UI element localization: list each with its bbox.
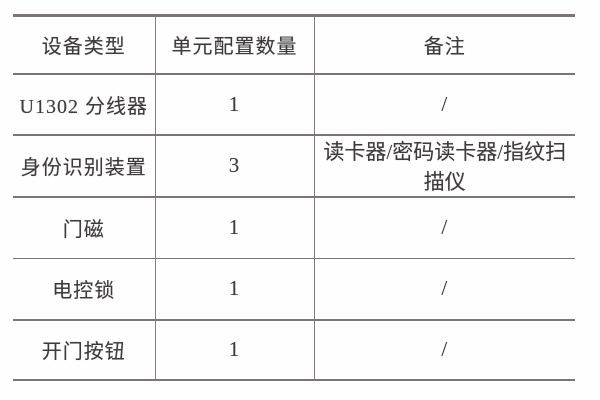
column-header-unit-quantity: 单元配置数量 xyxy=(154,15,314,74)
device-type-cell: 身份识别装置 xyxy=(20,157,147,179)
remark-cell: / xyxy=(313,258,575,320)
quantity-cell: 1 xyxy=(154,319,314,380)
table-row: 门磁 1 / xyxy=(13,196,575,259)
device-config-table: 设备类型 单元配置数量 备注 U1302 分线器 1 / 身份识别装置 3 读卡… xyxy=(13,14,575,381)
device-type-cell: 电控锁 xyxy=(52,280,116,303)
device-type-cell: 门磁 xyxy=(62,219,105,242)
table-row: 电控锁 1 / xyxy=(13,258,575,320)
remark-cell: / xyxy=(313,319,575,380)
quantity-cell: 1 xyxy=(154,258,314,320)
table-row: 身份识别装置 3 读卡器/密码读卡器/指纹扫描仪 xyxy=(13,134,575,197)
remark-cell: 读卡器/密码读卡器/指纹扫描仪 xyxy=(313,134,575,197)
table-row: 开门按钮 1 / xyxy=(13,319,575,380)
device-type-cell: U1302 分线器 xyxy=(19,95,148,118)
device-type-cell: 开门按钮 xyxy=(41,341,126,363)
table-header-row: 设备类型 单元配置数量 备注 xyxy=(13,15,575,74)
quantity-cell: 1 xyxy=(154,73,314,135)
column-header-remark: 备注 xyxy=(313,15,575,74)
remark-cell: / xyxy=(313,196,575,259)
quantity-cell: 3 xyxy=(154,134,314,197)
column-header-device-type: 设备类型 xyxy=(41,36,126,59)
table-row: U1302 分线器 1 / xyxy=(13,73,575,135)
remark-cell: / xyxy=(313,73,575,135)
quantity-cell: 1 xyxy=(154,196,314,259)
